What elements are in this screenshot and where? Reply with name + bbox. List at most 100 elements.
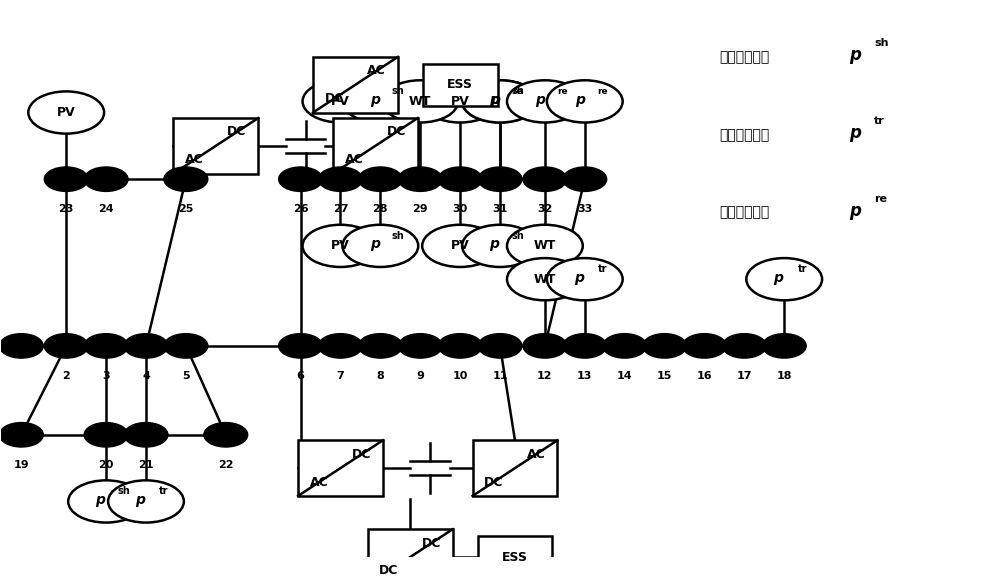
Circle shape bbox=[358, 167, 402, 191]
Circle shape bbox=[124, 334, 168, 358]
Circle shape bbox=[507, 225, 583, 267]
Text: 21: 21 bbox=[138, 460, 154, 470]
Text: 28: 28 bbox=[373, 204, 388, 214]
Text: WT: WT bbox=[409, 95, 431, 108]
Text: $\boldsymbol{p}$: $\boldsymbol{p}$ bbox=[535, 94, 547, 109]
Text: PV: PV bbox=[451, 95, 469, 108]
Text: 23: 23 bbox=[59, 204, 74, 214]
Text: $\boldsymbol{p}$: $\boldsymbol{p}$ bbox=[370, 238, 381, 253]
Text: 2: 2 bbox=[62, 371, 70, 381]
Text: WT: WT bbox=[534, 272, 556, 286]
Circle shape bbox=[478, 334, 522, 358]
Text: 32: 32 bbox=[537, 204, 553, 214]
Circle shape bbox=[84, 167, 128, 191]
Text: AC: AC bbox=[310, 476, 329, 488]
Circle shape bbox=[124, 423, 168, 447]
Text: tr: tr bbox=[797, 264, 807, 274]
Text: $\boldsymbol{p}$: $\boldsymbol{p}$ bbox=[575, 94, 587, 109]
Text: AC: AC bbox=[345, 153, 364, 166]
Circle shape bbox=[44, 334, 88, 358]
Text: 9: 9 bbox=[416, 371, 424, 381]
Circle shape bbox=[28, 92, 104, 134]
Text: 19: 19 bbox=[14, 460, 29, 470]
Circle shape bbox=[319, 334, 362, 358]
Bar bbox=[333, 118, 418, 173]
Circle shape bbox=[0, 334, 43, 358]
Text: $\boldsymbol{p}$: $\boldsymbol{p}$ bbox=[849, 48, 862, 66]
Text: re: re bbox=[513, 87, 523, 96]
Circle shape bbox=[523, 167, 567, 191]
Circle shape bbox=[563, 167, 607, 191]
Circle shape bbox=[462, 225, 538, 267]
Text: re: re bbox=[558, 87, 568, 96]
Text: 33: 33 bbox=[577, 204, 592, 214]
Text: $\boldsymbol{p}$: $\boldsymbol{p}$ bbox=[135, 494, 147, 509]
Circle shape bbox=[358, 334, 402, 358]
Text: DC: DC bbox=[352, 448, 371, 461]
Text: 30: 30 bbox=[452, 204, 468, 214]
Circle shape bbox=[84, 423, 128, 447]
Circle shape bbox=[319, 167, 362, 191]
Circle shape bbox=[204, 423, 248, 447]
Circle shape bbox=[507, 258, 583, 300]
Text: 17: 17 bbox=[737, 371, 752, 381]
Circle shape bbox=[438, 167, 482, 191]
Bar bbox=[298, 440, 383, 496]
Circle shape bbox=[462, 80, 538, 123]
Circle shape bbox=[547, 258, 623, 300]
Text: AC: AC bbox=[367, 65, 386, 77]
Text: $\boldsymbol{p}$: $\boldsymbol{p}$ bbox=[773, 272, 785, 287]
Text: tr: tr bbox=[598, 264, 607, 274]
Text: 13: 13 bbox=[577, 371, 592, 381]
Circle shape bbox=[0, 423, 43, 447]
Text: 可削减负荷：: 可削减负荷： bbox=[719, 206, 770, 219]
Text: 18: 18 bbox=[776, 371, 792, 381]
Text: AC: AC bbox=[527, 448, 546, 461]
Text: sh: sh bbox=[512, 231, 524, 241]
Circle shape bbox=[746, 258, 822, 300]
Text: 可转移负荷：: 可转移负荷： bbox=[719, 128, 770, 142]
Circle shape bbox=[342, 80, 418, 123]
Text: 3: 3 bbox=[102, 371, 110, 381]
Text: 14: 14 bbox=[617, 371, 632, 381]
Text: $\boldsymbol{p}$: $\boldsymbol{p}$ bbox=[489, 94, 501, 109]
Text: 27: 27 bbox=[333, 204, 348, 214]
Circle shape bbox=[438, 334, 482, 358]
Text: DC: DC bbox=[227, 126, 247, 138]
Text: sh: sh bbox=[118, 487, 130, 497]
Text: 7: 7 bbox=[337, 371, 344, 381]
Circle shape bbox=[422, 225, 498, 267]
Circle shape bbox=[164, 167, 208, 191]
Text: ESS: ESS bbox=[502, 551, 528, 563]
Text: 10: 10 bbox=[452, 371, 468, 381]
Circle shape bbox=[382, 80, 458, 123]
Text: 29: 29 bbox=[412, 204, 428, 214]
Text: PV: PV bbox=[57, 106, 76, 119]
Text: 可平移负荷：: 可平移负荷： bbox=[719, 50, 770, 64]
Circle shape bbox=[643, 334, 686, 358]
Bar bbox=[313, 57, 398, 112]
Circle shape bbox=[547, 80, 623, 123]
Text: $\boldsymbol{p}$: $\boldsymbol{p}$ bbox=[370, 94, 381, 109]
Text: $\boldsymbol{p}$: $\boldsymbol{p}$ bbox=[849, 126, 862, 144]
Circle shape bbox=[478, 167, 522, 191]
Circle shape bbox=[303, 80, 378, 123]
Text: sh: sh bbox=[512, 86, 524, 96]
Circle shape bbox=[108, 480, 184, 522]
Text: DC: DC bbox=[422, 537, 441, 550]
Text: PV: PV bbox=[331, 95, 350, 108]
Bar bbox=[368, 529, 453, 576]
Circle shape bbox=[722, 334, 766, 358]
Text: DC: DC bbox=[387, 126, 406, 138]
Circle shape bbox=[279, 167, 322, 191]
Text: 11: 11 bbox=[492, 371, 508, 381]
Circle shape bbox=[523, 334, 567, 358]
Bar bbox=[173, 118, 258, 173]
Text: DC: DC bbox=[379, 564, 399, 576]
Text: tr: tr bbox=[874, 116, 885, 126]
Bar bbox=[478, 536, 552, 576]
Text: re: re bbox=[597, 87, 608, 96]
Text: AC: AC bbox=[185, 153, 204, 166]
Text: WT: WT bbox=[534, 240, 556, 252]
Circle shape bbox=[68, 480, 144, 522]
